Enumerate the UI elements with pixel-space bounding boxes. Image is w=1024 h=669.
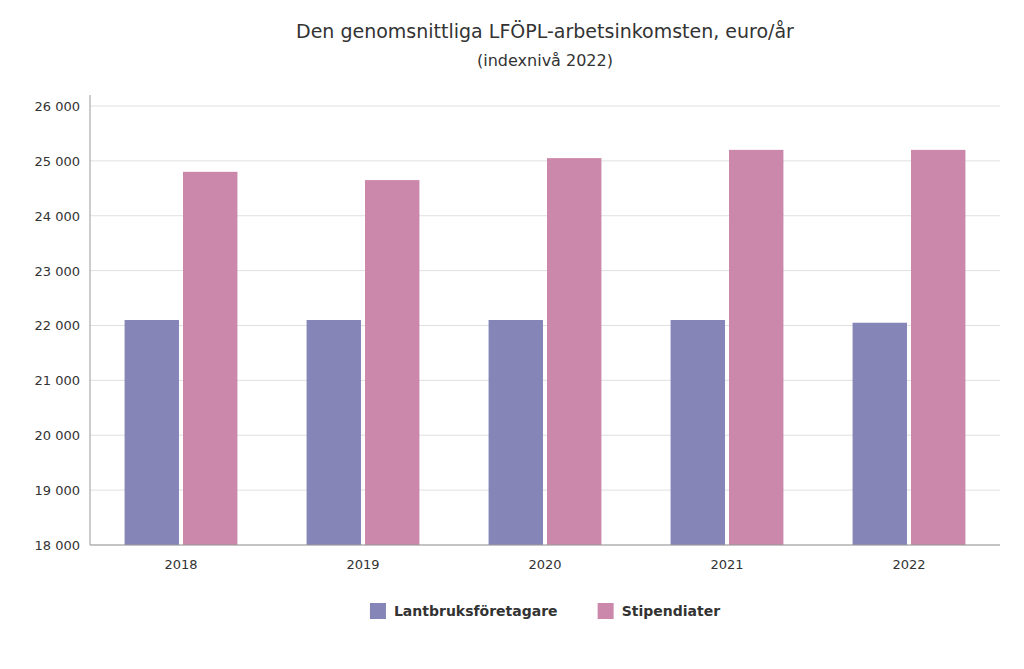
x-tick-label: 2019: [346, 557, 379, 572]
bar: [911, 150, 965, 545]
grid-line: [90, 105, 1000, 106]
y-tick-label: 26 000: [35, 99, 81, 114]
bar: [489, 320, 543, 545]
chart-container: Den genomsnittliga LFÖPL-arbetsinkomsten…: [0, 0, 1024, 669]
y-tick-label: 21 000: [35, 373, 81, 388]
bars: [125, 150, 966, 545]
legend-label: Stipendiater: [622, 603, 721, 619]
y-tick-label: 19 000: [35, 483, 81, 498]
bar: [183, 172, 237, 545]
y-tick-label: 20 000: [35, 428, 81, 443]
x-tick-label: 2018: [164, 557, 197, 572]
title: Den genomsnittliga LFÖPL-arbetsinkomsten…: [296, 20, 794, 42]
bar: [853, 323, 907, 545]
bar: [307, 320, 361, 545]
grid-line: [90, 160, 1000, 161]
legend-label: Lantbruksföretagare: [394, 603, 558, 619]
y-tick-label: 24 000: [35, 209, 81, 224]
y-tick-label: 22 000: [35, 318, 81, 333]
chart-svg: Den genomsnittliga LFÖPL-arbetsinkomsten…: [0, 0, 1024, 669]
bar: [671, 320, 725, 545]
bar: [365, 180, 419, 545]
legend: Lantbruksföretagare Stipendiater: [370, 603, 720, 619]
x-tick-label: 2020: [528, 557, 561, 572]
bar: [125, 320, 179, 545]
grid-line: [90, 545, 1000, 546]
x-tick-label: 2022: [892, 557, 925, 572]
y-tick-label: 23 000: [35, 264, 81, 279]
y-axis-line: [90, 95, 91, 545]
legend-swatch: [370, 603, 386, 619]
legend-swatch: [598, 603, 614, 619]
y-tick-label: 18 000: [35, 538, 81, 553]
y-tick-label: 25 000: [35, 154, 81, 169]
grid: [90, 106, 1000, 545]
x-axis-line: [90, 545, 1000, 546]
x-tick-label: 2021: [710, 557, 743, 572]
bar: [547, 158, 601, 545]
subtitle: (indexnivå 2022): [477, 51, 613, 70]
bar: [729, 150, 783, 545]
